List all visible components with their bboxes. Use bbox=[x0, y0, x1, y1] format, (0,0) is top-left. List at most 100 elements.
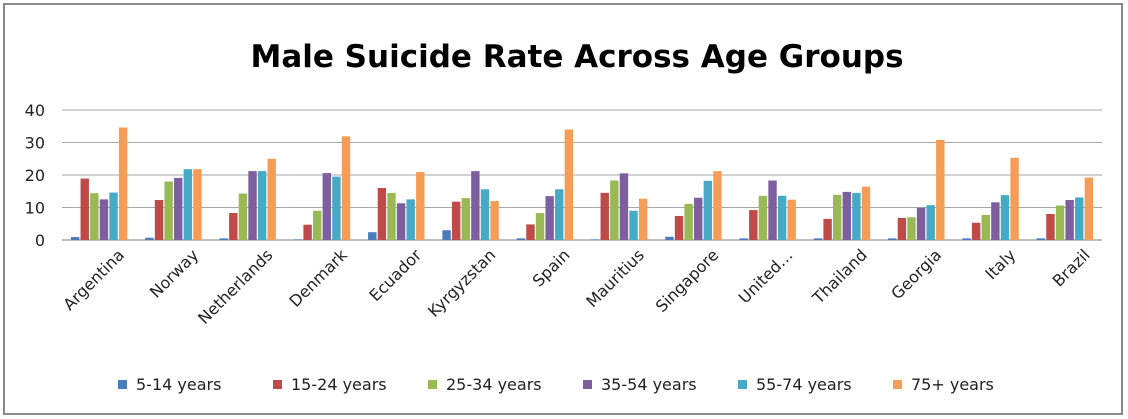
x-tick-label: Netherlands bbox=[194, 245, 276, 327]
y-tick-label: 30 bbox=[25, 134, 45, 153]
bar bbox=[842, 191, 851, 240]
bar bbox=[219, 238, 228, 240]
legend-swatch bbox=[273, 380, 282, 389]
y-tick-label: 20 bbox=[25, 166, 45, 185]
bar bbox=[535, 213, 545, 240]
bar bbox=[109, 192, 118, 240]
bar bbox=[684, 203, 693, 240]
bar bbox=[991, 202, 1000, 240]
bar bbox=[229, 213, 238, 240]
legend-swatch bbox=[428, 380, 437, 389]
legend-label: 75+ years bbox=[911, 375, 994, 394]
bar bbox=[377, 188, 387, 240]
bar bbox=[1075, 197, 1084, 240]
x-tick-label: Argentina bbox=[59, 245, 128, 314]
x-tick-label: Italy bbox=[981, 245, 1019, 283]
legend-label: 5-14 years bbox=[136, 375, 221, 394]
legend-swatch bbox=[738, 380, 747, 389]
bar bbox=[907, 217, 916, 240]
bar bbox=[619, 173, 629, 240]
bar bbox=[387, 192, 396, 240]
legend-swatch bbox=[893, 380, 902, 389]
bar bbox=[516, 238, 526, 240]
bar bbox=[981, 214, 990, 240]
x-tick-label: Norway bbox=[146, 245, 202, 301]
bar bbox=[303, 224, 312, 240]
bar bbox=[183, 169, 193, 240]
bar bbox=[238, 193, 248, 240]
bar bbox=[1065, 200, 1074, 240]
legend-swatch bbox=[583, 380, 592, 389]
bar bbox=[1000, 195, 1010, 240]
bar bbox=[174, 177, 183, 240]
bar bbox=[545, 196, 554, 240]
bar bbox=[897, 217, 907, 240]
bar bbox=[267, 158, 276, 240]
bars bbox=[70, 127, 1094, 240]
legend: 5-14 years 15-24 years 25-34 years 35-54 ye… bbox=[118, 375, 994, 394]
bar bbox=[490, 201, 499, 240]
bar bbox=[768, 180, 777, 240]
bar bbox=[916, 207, 926, 240]
bar bbox=[787, 199, 796, 240]
bar bbox=[193, 169, 202, 240]
bar bbox=[638, 198, 648, 240]
bar bbox=[665, 236, 674, 240]
bar bbox=[313, 210, 322, 240]
bar bbox=[99, 199, 109, 240]
bar bbox=[257, 171, 267, 240]
legend-label: 55-74 years bbox=[756, 375, 852, 394]
bar bbox=[293, 239, 303, 240]
bar bbox=[341, 136, 351, 240]
bar bbox=[926, 205, 935, 240]
x-tick-label: Mauritius bbox=[582, 245, 648, 311]
bar bbox=[629, 210, 638, 240]
bar bbox=[713, 171, 722, 240]
bar bbox=[971, 222, 981, 240]
x-tick-label: Ecuador bbox=[365, 245, 425, 305]
bar bbox=[962, 238, 971, 240]
y-tick-label: 10 bbox=[25, 199, 45, 218]
bar bbox=[164, 181, 173, 240]
bar bbox=[823, 218, 832, 240]
bar bbox=[118, 127, 128, 240]
x-tick-label: Kyrgyzstan bbox=[424, 245, 499, 320]
x-tick-label: Spain bbox=[529, 245, 574, 290]
bar bbox=[610, 180, 619, 240]
chart-title: Male Suicide Rate Across Age Groups bbox=[250, 39, 903, 75]
y-tick-label: 0 bbox=[35, 231, 45, 250]
y-tick-label: 40 bbox=[25, 101, 45, 120]
bar bbox=[852, 192, 861, 240]
bar bbox=[564, 129, 574, 240]
bar bbox=[368, 232, 377, 240]
bar bbox=[861, 186, 871, 240]
bar bbox=[70, 237, 80, 240]
chart-frame: Male Suicide Rate Across Age Groups 0 10 2… bbox=[3, 3, 1123, 415]
bar bbox=[461, 198, 470, 240]
bar bbox=[749, 210, 758, 240]
bar bbox=[406, 199, 415, 240]
bar bbox=[739, 238, 748, 240]
y-axis-ticks: 0 10 20 30 40 bbox=[25, 101, 45, 250]
bar bbox=[936, 139, 945, 240]
bar bbox=[526, 224, 535, 240]
gridlines bbox=[62, 109, 1102, 241]
bar bbox=[694, 197, 703, 240]
x-tick-label: Denmark bbox=[285, 245, 351, 311]
bar bbox=[442, 230, 451, 240]
x-tick-label: United… bbox=[735, 245, 797, 307]
bar bbox=[416, 172, 425, 240]
bar bbox=[322, 173, 331, 240]
legend-label: 35-54 years bbox=[601, 375, 697, 394]
bar-chart: Male Suicide Rate Across Age Groups 0 10 2… bbox=[25, 39, 1102, 394]
bar bbox=[703, 180, 713, 240]
bar bbox=[1046, 214, 1055, 240]
x-tick-label: Brazil bbox=[1049, 245, 1094, 290]
bar bbox=[555, 189, 564, 240]
bar bbox=[813, 238, 823, 240]
bar bbox=[332, 176, 341, 240]
bar bbox=[90, 193, 99, 240]
x-tick-label: Thailand bbox=[808, 245, 871, 308]
legend-label: 25-34 years bbox=[446, 375, 542, 394]
